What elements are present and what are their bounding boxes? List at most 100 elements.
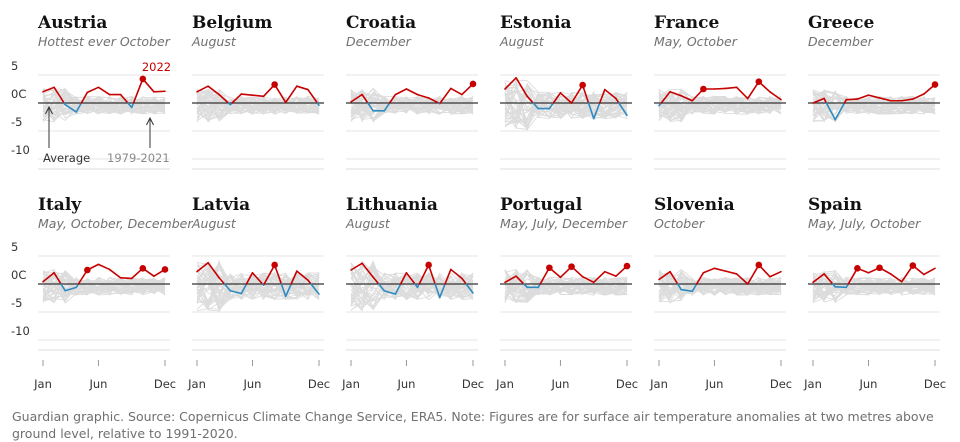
panel-title: France [654, 13, 719, 33]
record-month-point [579, 82, 586, 89]
series-2022-segment [714, 268, 725, 271]
record-month-point [854, 265, 861, 272]
y-tick-label: -5 [11, 115, 22, 129]
record-month-point [470, 81, 477, 88]
y-tick-label: -5 [11, 296, 22, 310]
panel-subtitle: May, October [654, 34, 738, 49]
record-month-point [756, 78, 763, 85]
annotation-history: 1979-2021 [107, 151, 170, 165]
panel-subtitle: October [654, 216, 705, 231]
x-tick-label: Dec [308, 377, 330, 391]
panel-title: Estonia [500, 13, 572, 33]
x-tick-label: Dec [462, 377, 484, 391]
series-2022-segment [98, 87, 109, 94]
x-tick-label: Jan [495, 377, 514, 391]
panel-subtitle: August [191, 34, 237, 49]
x-tick-label: Dec [924, 377, 946, 391]
y-tick-label: 5 [11, 59, 18, 73]
x-tick-label: Jun [396, 377, 415, 391]
x-tick-label: Jan [33, 377, 52, 391]
series-2022-segment [714, 88, 725, 89]
series-2022-segment [121, 278, 132, 279]
record-month-point [140, 76, 147, 83]
x-tick-label: Jun [88, 377, 107, 391]
panel-title: Slovenia [654, 195, 735, 215]
series-2022-segment [451, 269, 462, 278]
x-tick-label: Jun [242, 377, 261, 391]
record-month-point [162, 266, 169, 273]
record-month-point [756, 262, 763, 269]
record-month-point [271, 262, 278, 269]
record-month-point [624, 263, 631, 270]
series-2022-segment [395, 89, 406, 95]
panel-title: Portugal [500, 195, 583, 215]
source-footnote: Guardian graphic. Source: Copernicus Cli… [12, 408, 952, 442]
series-2022-segment [252, 95, 263, 96]
panel-subtitle: August [191, 216, 237, 231]
panel-title: Spain [808, 195, 862, 215]
series-2022-segment [154, 91, 165, 92]
series-2022-segment [406, 89, 417, 95]
panel-title: Latvia [192, 195, 250, 215]
record-month-point [140, 265, 147, 272]
series-2022-segment [98, 264, 109, 269]
panel-subtitle: August [499, 34, 545, 49]
record-month-point [546, 264, 553, 271]
series-2022-segment [297, 86, 308, 89]
panel-title: Austria [37, 13, 107, 33]
x-tick-label: Dec [154, 377, 176, 391]
series-2022-segment [924, 268, 935, 274]
x-tick-label: Jun [704, 377, 723, 391]
record-month-point [910, 262, 917, 269]
panel-title: Croatia [346, 13, 416, 33]
panel-title: Greece [808, 13, 874, 33]
record-month-point [425, 262, 432, 269]
series-2022-segment [726, 271, 737, 274]
panel-subtitle: August [345, 216, 391, 231]
x-tick-label: Jun [858, 377, 877, 391]
y-tick-label: 5 [11, 240, 18, 254]
x-tick-label: Dec [616, 377, 638, 391]
series-2022-segment [835, 287, 846, 288]
series-2022-segment [737, 87, 748, 98]
record-month-point [568, 263, 575, 270]
y-tick-label: 0C [11, 87, 26, 101]
record-month-point [932, 81, 939, 88]
x-tick-label: Dec [770, 377, 792, 391]
panel-subtitle: May, July, December [500, 216, 628, 231]
series-2022-segment [703, 268, 714, 272]
panel-subtitle: May, July, October [808, 216, 921, 231]
y-tick-label: 0C [11, 268, 26, 282]
x-tick-label: Jan [341, 377, 360, 391]
series-2022-segment [110, 269, 121, 277]
series-2022-segment [846, 99, 857, 100]
annotation-2022: 2022 [142, 60, 171, 74]
record-month-point [700, 86, 707, 93]
series-2022-segment [241, 94, 252, 95]
series-2022-segment [605, 272, 616, 276]
series-2022-segment [770, 272, 781, 277]
x-tick-label: Jan [803, 377, 822, 391]
panel-subtitle: May, October, December [38, 216, 193, 231]
x-tick-label: Jan [649, 377, 668, 391]
series-2022-segment [451, 88, 462, 94]
y-tick-label: -10 [11, 324, 30, 338]
panel-title: Lithuania [346, 195, 438, 215]
annotation-average: Average [43, 151, 90, 165]
panel-title: Belgium [192, 13, 272, 33]
panel-subtitle: December [346, 34, 412, 49]
panel-subtitle: Hottest ever October [38, 34, 171, 49]
record-month-point [271, 81, 278, 88]
